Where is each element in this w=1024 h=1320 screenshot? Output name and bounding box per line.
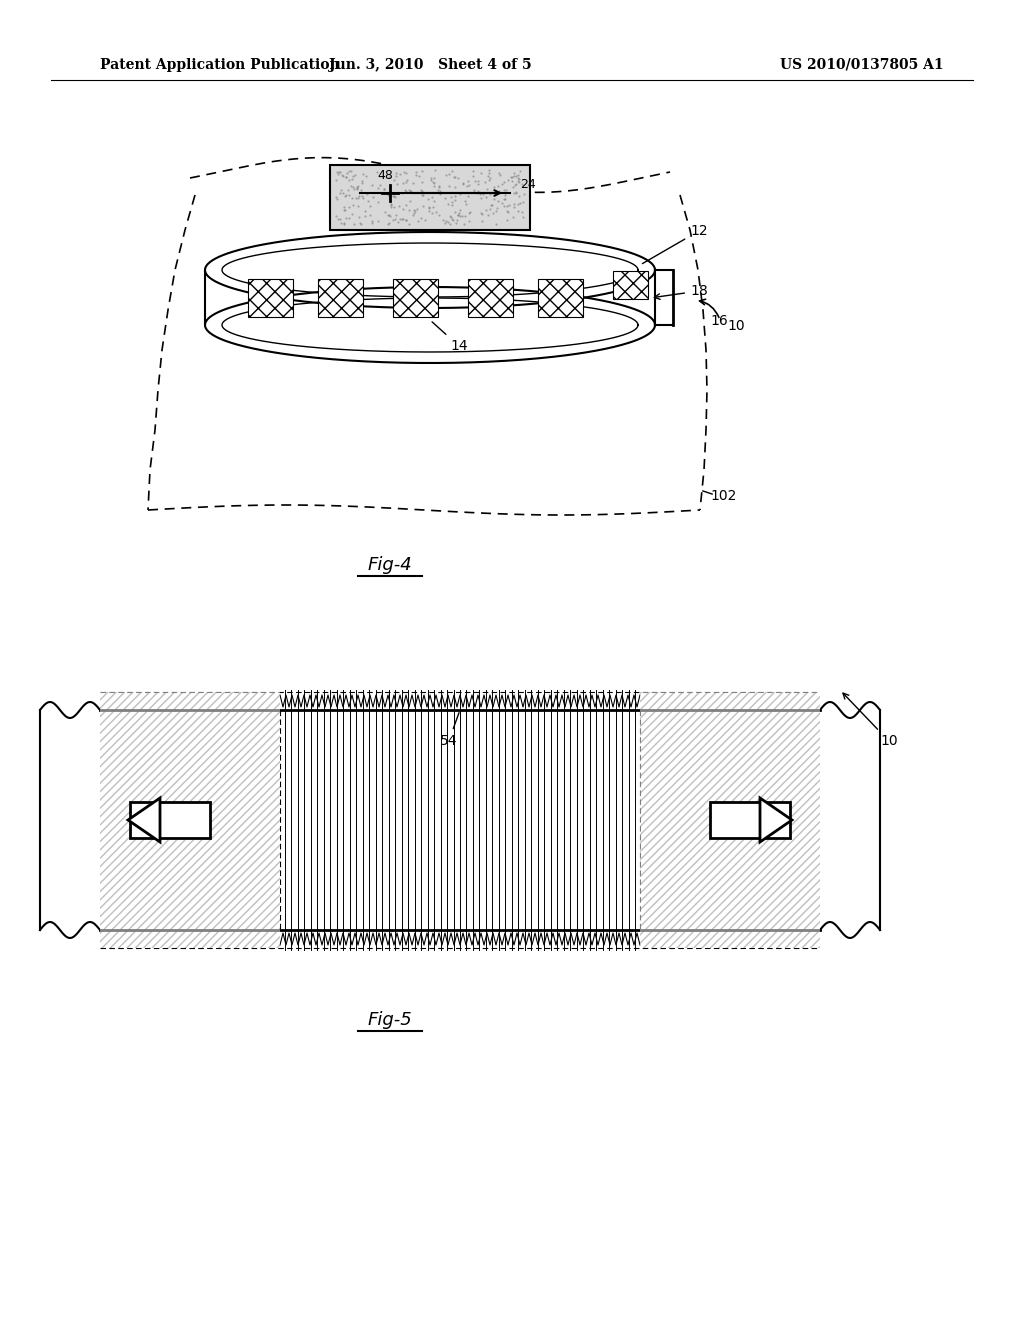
Bar: [248, 279, 293, 317]
Bar: [710, 803, 790, 838]
Text: Fig-5: Fig-5: [368, 1011, 413, 1030]
Polygon shape: [128, 799, 160, 842]
Bar: [640, 692, 820, 948]
Bar: [317, 279, 362, 317]
Text: 10: 10: [727, 319, 744, 333]
Bar: [330, 165, 530, 230]
Bar: [468, 279, 512, 317]
Text: 16: 16: [710, 314, 728, 327]
Text: 102: 102: [710, 488, 736, 503]
Text: 48: 48: [377, 169, 393, 182]
Text: Patent Application Publication: Patent Application Publication: [100, 58, 340, 73]
Text: Jun. 3, 2010   Sheet 4 of 5: Jun. 3, 2010 Sheet 4 of 5: [329, 58, 531, 73]
Text: 10: 10: [843, 693, 898, 748]
Text: 54: 54: [440, 713, 459, 748]
Bar: [130, 803, 210, 838]
Text: 24: 24: [520, 178, 536, 191]
Text: 18: 18: [654, 284, 708, 300]
Bar: [100, 692, 280, 948]
Bar: [392, 279, 437, 317]
Text: Fig-4: Fig-4: [368, 556, 413, 574]
Text: 12: 12: [642, 224, 708, 264]
Text: US 2010/0137805 A1: US 2010/0137805 A1: [780, 58, 944, 73]
Polygon shape: [760, 799, 792, 842]
Bar: [538, 279, 583, 317]
Text: 14: 14: [432, 322, 468, 352]
Bar: [612, 271, 647, 300]
